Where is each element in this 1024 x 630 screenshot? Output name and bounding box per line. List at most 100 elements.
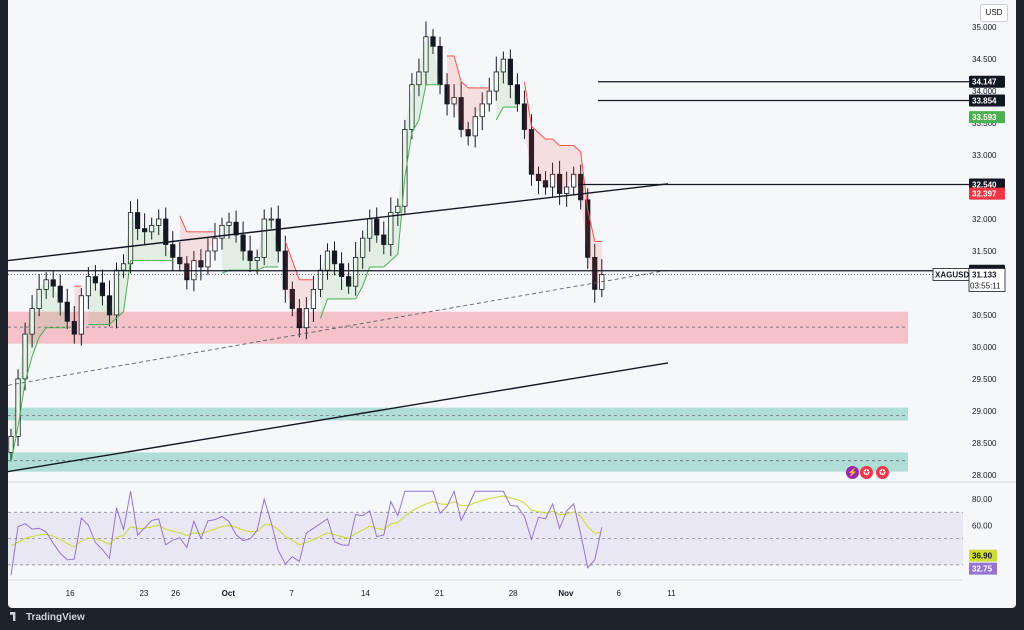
trail-fill-48	[341, 276, 349, 299]
candle-body-46	[331, 250, 338, 265]
trail-line-4	[31, 337, 40, 357]
candle-body-43	[310, 288, 317, 309]
trail-fill-13	[95, 282, 103, 325]
trail-line-25	[179, 215, 188, 233]
x-tick-1: 23	[139, 589, 148, 598]
current-price-bg	[968, 268, 1006, 292]
zone-2	[8, 452, 908, 472]
trail-line-64	[453, 55, 462, 82]
current-price-label: 31.133	[972, 270, 997, 279]
trail-fill-66	[468, 87, 476, 136]
candle-body-62	[444, 84, 450, 105]
candle-body-10	[78, 295, 84, 335]
trail-fill-28	[200, 231, 208, 267]
trail-fill-18	[130, 212, 138, 261]
candle-body-2	[22, 333, 28, 380]
trail-fill-70	[496, 59, 504, 120]
y-tick-0: 28.000	[972, 471, 997, 480]
trail-fill-25	[179, 215, 187, 280]
x-tick-0: 16	[66, 589, 75, 598]
trail-line-75	[531, 125, 539, 134]
tradingview-icon	[10, 612, 16, 621]
candle-body-37	[268, 218, 274, 221]
trail-fill-67	[475, 87, 483, 117]
trail-fill-41	[292, 260, 300, 328]
trail-line-74	[523, 81, 532, 127]
price-chart[interactable]: 28.00028.50029.00029.50030.00030.50031.0…	[8, 0, 1016, 608]
trail-line-50	[355, 285, 364, 300]
candle-body-56	[402, 129, 408, 207]
candle-body-6	[50, 279, 56, 287]
trail-fill-83	[587, 209, 595, 290]
trail-fill-51	[362, 219, 370, 287]
trendline-lower	[8, 362, 669, 473]
lightning-icon[interactable]: ⚡	[846, 466, 859, 479]
zone-1	[8, 407, 908, 421]
price-label-1-bg	[969, 94, 1005, 107]
trail-line-5	[38, 327, 47, 338]
trail-line-81	[573, 145, 582, 153]
brand-logo[interactable]: TradingView	[10, 612, 85, 623]
x-tick-6: 21	[435, 589, 444, 598]
trail-fill-64	[454, 55, 462, 130]
candle-body-29	[212, 237, 218, 252]
trail-fill-34	[243, 250, 251, 271]
price-label-0-bg	[969, 75, 1005, 88]
trail-fill-26	[186, 231, 194, 280]
trail-fill-10	[74, 286, 82, 335]
candle-body-18	[135, 212, 141, 230]
rsi-ma-value-bg	[969, 549, 997, 562]
candle-body-4	[36, 288, 42, 309]
trendline-upper	[8, 183, 669, 262]
candle-body-25	[184, 263, 190, 281]
trail-fill-50	[355, 238, 363, 299]
trail-fill-7	[53, 286, 61, 328]
rsi-value: 32.75	[972, 565, 993, 574]
candle-body-59	[423, 36, 429, 73]
trail-fill-49	[348, 257, 356, 299]
trail-fill-33	[236, 235, 244, 271]
candle-body-68	[486, 90, 492, 105]
y-tick-7: 31.500	[972, 247, 997, 256]
candle-body-23	[170, 244, 176, 258]
trail-label-0-bg	[969, 111, 1005, 124]
trail-fill-17	[123, 212, 131, 312]
rsi-ma-value: 36.90	[972, 552, 993, 561]
x-tick-10: 11	[667, 589, 676, 598]
us-flag-icon[interactable]: ✪	[860, 466, 873, 479]
x-tick-4: 7	[289, 589, 294, 598]
us-flag-icon-2[interactable]: ✪	[876, 466, 889, 479]
rsi-line	[10, 489, 603, 576]
candle-body-42	[303, 308, 310, 329]
candle-body-64	[458, 97, 464, 130]
trail-line-40	[284, 241, 293, 261]
price-label-1: 33.854	[972, 96, 997, 105]
trail-fill-6	[46, 279, 54, 328]
trail-line-56	[397, 177, 406, 255]
trail-fill-42	[299, 279, 307, 328]
trail-label-1: 32.397	[972, 190, 997, 199]
price-label-2: 32.540	[972, 180, 997, 189]
candle-body-66	[472, 116, 478, 137]
trail-fill-38	[271, 219, 279, 267]
candle-body-52	[374, 218, 380, 236]
trail-fill-60	[425, 36, 433, 85]
trail-fill-12	[88, 276, 96, 325]
trail-fill-37	[264, 219, 272, 267]
trail-fill-27	[193, 231, 201, 267]
trail-fill-74	[524, 81, 532, 175]
currency-button[interactable]: USD	[980, 4, 1008, 22]
candle-body-71	[507, 58, 513, 86]
candle-body-78	[557, 173, 563, 194]
candle-body-79	[564, 186, 570, 194]
candle-body-72	[514, 84, 521, 105]
trail-line-59	[418, 84, 427, 121]
candle-body-82	[585, 199, 591, 258]
y-tick-12: 34.000	[972, 87, 997, 96]
price-label-0: 34.147	[972, 78, 997, 87]
y-tick-14: 35.000	[972, 23, 997, 32]
symbol-badge: XAGUSD	[935, 270, 969, 279]
candle-body-53	[381, 234, 387, 245]
trail-fill-82	[580, 151, 588, 258]
zone-0	[8, 311, 908, 344]
